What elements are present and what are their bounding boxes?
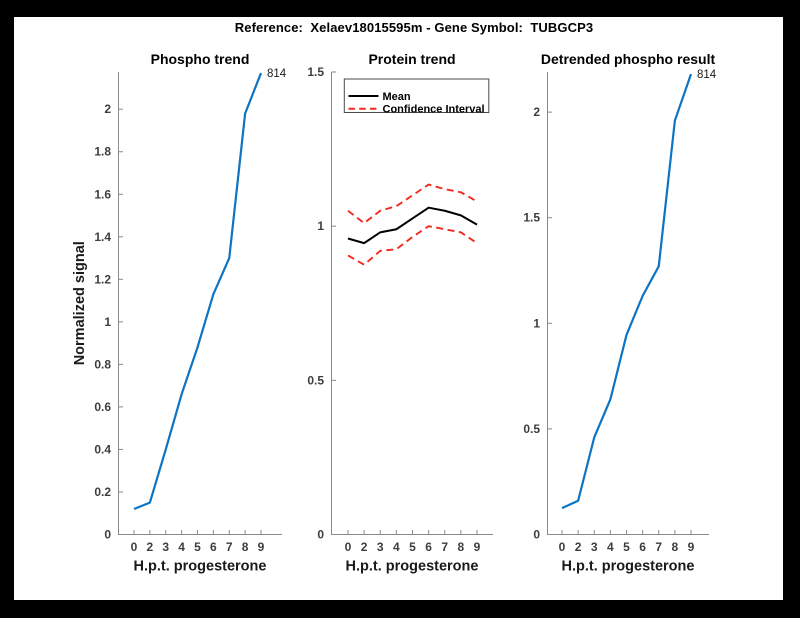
x-tick-label: 9 <box>258 540 265 554</box>
x-tick-label: 5 <box>623 540 630 554</box>
annotation-814: 814 <box>697 69 717 81</box>
x-tick-label: 4 <box>607 540 614 554</box>
x-tick-label: 2 <box>361 540 368 554</box>
axis-y-label: Normalized signal <box>72 241 88 365</box>
x-tick-label: 3 <box>377 540 384 554</box>
subplot-title: Detrended phospho result <box>541 51 716 67</box>
plot-area-phospho-trend: 0 2 3 4 5 6 7 8 900.20.40.60.811.21.41.61.82Phos… <box>72 51 287 575</box>
figure-title: Reference: Xelaev18015595m - Gene Symbol… <box>234 20 594 35</box>
x-tick-label: 5 <box>194 540 201 554</box>
x-tick-label: 6 <box>210 540 217 554</box>
y-tick-label: 0.8 <box>94 357 111 371</box>
series-line-ci-upper <box>347 183 478 225</box>
figure-canvas: Reference: Xelaev18015595m - Gene Symbol… <box>14 17 783 600</box>
y-tick-label: 2 <box>533 105 540 119</box>
x-tick-label: 7 <box>226 540 233 554</box>
x-tick-label: 4 <box>178 540 185 554</box>
x-tick-label: 6 <box>639 540 646 554</box>
y-tick-label: 1 <box>317 219 324 233</box>
legend-label-mean: Mean <box>383 91 411 103</box>
y-tick-label: 0 <box>104 528 111 542</box>
y-tick-label: 1.6 <box>94 187 111 201</box>
series-line-mean <box>347 206 478 245</box>
x-tick-label: 5 <box>409 540 416 554</box>
y-tick-label: 1.5 <box>523 211 540 225</box>
x-tick-label: 3 <box>162 540 169 554</box>
y-tick-label: 0 <box>533 528 540 542</box>
x-tick-label: 8 <box>672 540 679 554</box>
y-tick-label: 1.8 <box>94 145 111 159</box>
x-tick-label: 8 <box>242 540 249 554</box>
x-tick-label: 6 <box>425 540 432 554</box>
x-tick-label: 8 <box>458 540 465 554</box>
x-tick-label: 0 <box>559 540 566 554</box>
x-tick-label: 3 <box>591 540 598 554</box>
y-tick-label: 1.5 <box>307 65 324 79</box>
x-tick-label: 4 <box>393 540 400 554</box>
y-tick-label: 1 <box>104 315 111 329</box>
series-line-detrended-phospho-signal <box>561 73 693 510</box>
series-line-phospho-signal <box>133 72 263 511</box>
axis-x-label: H.p.t. progesterone <box>562 559 695 575</box>
x-tick-label: 9 <box>474 540 481 554</box>
y-tick-label: 0 <box>317 528 324 542</box>
y-tick-label: 1.2 <box>94 272 111 286</box>
y-tick-label: 1.4 <box>94 230 111 244</box>
axis-x-label: H.p.t. progesterone <box>346 559 479 575</box>
subplot-title: Protein trend <box>368 51 455 67</box>
legend-label-confidence-interval: Confidence Interval <box>383 104 485 116</box>
x-tick-label: 2 <box>147 540 154 554</box>
y-tick-label: 0.6 <box>94 400 111 414</box>
x-tick-label: 7 <box>441 540 448 554</box>
x-tick-label: 7 <box>655 540 662 554</box>
axis-x-label: H.p.t. progesterone <box>134 559 267 575</box>
y-tick-label: 1 <box>533 316 540 330</box>
subplot-phospho-trend: 0 2 3 4 5 6 7 8 900.20.40.60.811.21.41.61.82Phos… <box>72 51 287 575</box>
y-tick-label: 0.5 <box>307 373 324 387</box>
x-tick-label: 0 <box>131 540 138 554</box>
x-tick-label: 9 <box>688 540 695 554</box>
annotation-814: 814 <box>267 68 287 80</box>
x-tick-label: 2 <box>575 540 582 554</box>
y-tick-label: 2 <box>104 102 111 116</box>
y-tick-label: 0.4 <box>94 442 111 456</box>
y-tick-label: 0.5 <box>523 422 540 436</box>
x-tick-label: 0 <box>345 540 352 554</box>
y-tick-label: 0.2 <box>94 485 111 499</box>
series-line-ci-lower <box>347 225 478 266</box>
subplot-title: Phospho trend <box>151 51 250 67</box>
